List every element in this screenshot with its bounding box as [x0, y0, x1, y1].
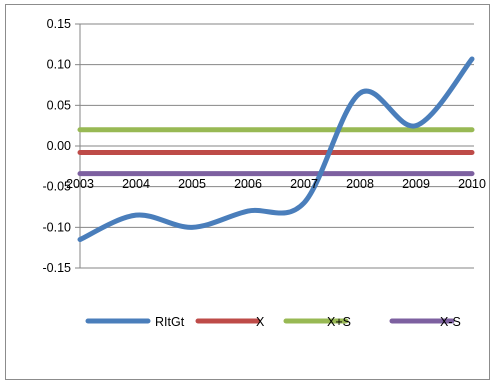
legend-entry: RItGt: [85, 315, 185, 329]
legend-entry: X-S: [389, 315, 461, 329]
y-tick-label: 0.05: [47, 98, 71, 112]
legend-label: RItGt: [155, 315, 185, 329]
x-tick-label: 2007: [290, 177, 318, 191]
y-axis: 0.15 0.10 0.05 0.00 -0.05 -0.10 -0.15: [43, 17, 81, 275]
x-tick-label: 2010: [458, 177, 486, 191]
legend-label: X-S: [440, 315, 461, 329]
y-tick-label: 0.10: [47, 58, 71, 72]
x-tick-label: 2003: [66, 177, 94, 191]
x-tick-label: 2004: [122, 177, 150, 191]
series-layer: [77, 56, 475, 243]
y-tick-label: 0.15: [47, 17, 71, 31]
gridlines: [80, 23, 474, 269]
y-tick-label: -0.15: [43, 261, 72, 275]
x-axis-labels: 2003 2004 2005 2006 2007 2008 2009 2010: [66, 177, 486, 191]
chart-frame: [5, 4, 490, 380]
x-tick-label: 2008: [346, 177, 374, 191]
y-tick-label: -0.05: [43, 180, 72, 194]
legend-entry: X: [195, 315, 265, 329]
legend-entry: X+S: [283, 315, 351, 329]
legend-label: X+S: [327, 315, 351, 329]
y-tick-label: -0.10: [43, 220, 72, 234]
x-tick-label: 2006: [234, 177, 262, 191]
legend-label: X: [256, 315, 265, 329]
legend: RItGt X X+S X-S: [85, 315, 461, 329]
x-tick-label: 2005: [178, 177, 206, 191]
x-tick-label: 2009: [402, 177, 430, 191]
series-line-ritgt: [77, 56, 475, 243]
y-tick-label: 0.00: [47, 139, 71, 153]
